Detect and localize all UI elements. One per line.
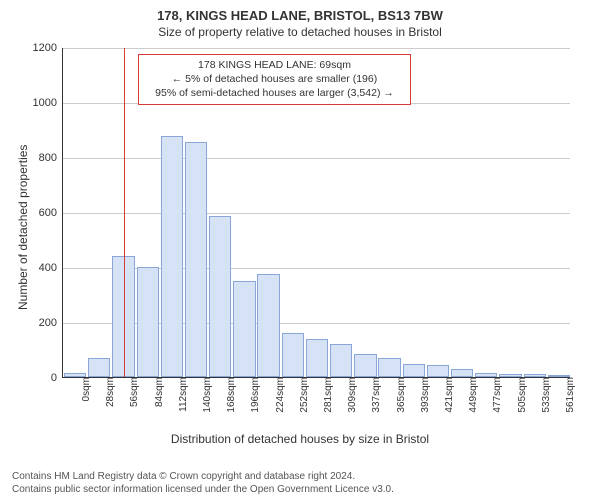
footer: Contains HM Land Registry data © Crown c… [12, 470, 394, 496]
y-tick-label: 800 [39, 152, 63, 164]
annotation-line-1: 178 KINGS HEAD LANE: 69sqm [145, 58, 404, 72]
histogram-bar [378, 358, 400, 377]
plot-area: 0200400600800100012000sqm28sqm56sqm84sqm… [62, 48, 570, 378]
chart-subtitle: Size of property relative to detached ho… [0, 23, 600, 39]
annotation-line-2: ← 5% of detached houses are smaller (196… [145, 72, 404, 86]
x-tick-label: 0sqm [79, 377, 92, 401]
histogram-bar [257, 274, 279, 377]
gridline [63, 48, 570, 49]
annotation-line-3: 95% of semi-detached houses are larger (… [145, 86, 404, 100]
x-axis-label: Distribution of detached houses by size … [0, 432, 600, 446]
y-tick-label: 600 [39, 207, 63, 219]
histogram-bar [185, 142, 207, 377]
x-tick-label: 28sqm [103, 377, 116, 407]
x-tick-label: 224sqm [273, 377, 286, 413]
x-tick-label: 84sqm [152, 377, 165, 407]
x-tick-label: 56sqm [127, 377, 140, 407]
histogram-bar [451, 369, 473, 377]
x-tick-label: 421sqm [442, 377, 455, 413]
y-tick-label: 1000 [33, 97, 63, 109]
footer-line-1: Contains HM Land Registry data © Crown c… [12, 470, 394, 483]
histogram-bar [233, 281, 255, 377]
x-tick-label: 112sqm [176, 377, 189, 412]
x-tick-label: 168sqm [224, 377, 237, 413]
chart-title: 178, KINGS HEAD LANE, BRISTOL, BS13 7BW [0, 0, 600, 23]
x-tick-label: 196sqm [248, 377, 261, 413]
histogram-bar [354, 354, 376, 377]
x-tick-label: 281sqm [321, 377, 334, 413]
histogram-bar [306, 339, 328, 378]
histogram-bar [161, 136, 183, 377]
y-axis-label: Number of detached properties [16, 145, 30, 310]
x-tick-label: 140sqm [200, 377, 213, 413]
x-tick-label: 505sqm [515, 377, 528, 413]
gridline [63, 213, 570, 214]
reference-marker-line [124, 48, 125, 377]
x-tick-label: 393sqm [418, 377, 431, 413]
histogram-bar [427, 365, 449, 377]
chart-container: 178, KINGS HEAD LANE, BRISTOL, BS13 7BW … [0, 0, 600, 500]
histogram-bar [88, 358, 110, 377]
histogram-bar [282, 333, 304, 377]
histogram-bar [137, 267, 159, 377]
x-tick-label: 449sqm [466, 377, 479, 413]
x-tick-label: 561sqm [563, 377, 576, 413]
histogram-bar [209, 216, 231, 377]
y-tick-label: 0 [51, 372, 63, 384]
y-tick-label: 1200 [33, 42, 63, 54]
x-tick-label: 309sqm [345, 377, 358, 413]
footer-line-2: Contains public sector information licen… [12, 483, 394, 496]
x-tick-label: 252sqm [297, 377, 310, 413]
histogram-bar [330, 344, 352, 377]
x-tick-label: 477sqm [490, 377, 503, 413]
x-tick-label: 365sqm [394, 377, 407, 413]
y-tick-label: 200 [39, 317, 63, 329]
y-tick-label: 400 [39, 262, 63, 274]
histogram-bar [403, 364, 425, 377]
gridline [63, 158, 570, 159]
x-tick-label: 337sqm [369, 377, 382, 413]
x-tick-label: 533sqm [539, 377, 552, 413]
annotation-box: 178 KINGS HEAD LANE: 69sqm ← 5% of detac… [138, 54, 411, 105]
